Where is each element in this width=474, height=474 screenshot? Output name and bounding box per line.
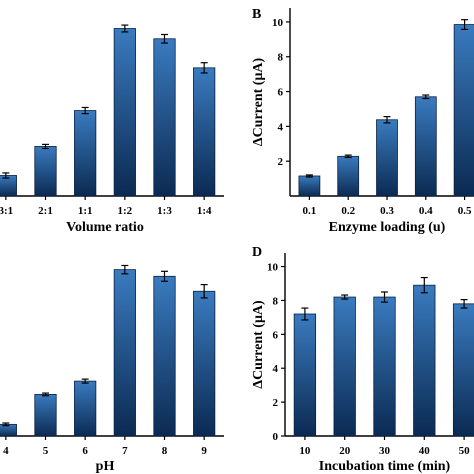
y-tick-label: 6: [278, 87, 284, 99]
x-tick-label: 0.1: [303, 205, 317, 217]
panel-label: B: [252, 7, 261, 22]
x-tick-label: 1:3: [157, 205, 172, 217]
bar: [113, 28, 136, 197]
x-tick-label: 1:4: [197, 205, 212, 217]
x-tick-label: 30: [379, 445, 391, 457]
bar: [333, 296, 356, 437]
y-tick-label: 8: [273, 295, 279, 307]
y-tick-label: 6: [273, 329, 279, 341]
bar: [414, 96, 437, 197]
bar: [153, 38, 176, 197]
x-tick-label: 0.2: [341, 205, 355, 217]
bar: [153, 275, 176, 437]
y-tick-label: 0: [273, 431, 279, 443]
bar: [34, 394, 57, 437]
panel-label: D: [252, 245, 262, 260]
y-tick-label: 8: [278, 52, 284, 64]
bar: [193, 290, 216, 437]
x-axis-label: Incubation time (min): [319, 459, 451, 474]
bar: [74, 380, 97, 437]
x-tick-label: 9: [201, 445, 207, 457]
x-tick-label: 8: [162, 445, 168, 457]
bar: [193, 67, 216, 197]
bar: [34, 146, 57, 197]
x-axis-label: Enzyme loading (u): [329, 220, 446, 235]
bar: [453, 24, 474, 197]
y-axis-label: ΔCurrent (μA): [251, 300, 266, 389]
x-tick-label: 50: [459, 445, 471, 457]
x-tick-label: 10: [299, 445, 311, 457]
panel-incubation-time: 0 2 4 6 8 10 10 20 30 40 50 Incubation time (min) ΔC…: [251, 245, 474, 474]
y-tick-label: 2: [278, 156, 284, 168]
x-tick-label: 1:1: [78, 205, 93, 217]
y-tick-label: 10: [267, 262, 279, 274]
x-tick-label: 0.4: [419, 205, 433, 217]
bar: [337, 155, 360, 197]
panel-volume-ratio: 3:1 2:1 1:1 1:2 1:3 1:4 Volume ratio: [0, 24, 224, 235]
y-tick-label: 4: [278, 121, 284, 133]
panel-ph: 4 5 6 7 8 9 pH: [0, 264, 224, 474]
x-axis-label: pH: [96, 459, 115, 474]
y-axis-label: ΔCurrent (μA): [251, 57, 266, 146]
y-tick-label: 4: [273, 363, 279, 375]
x-tick-label: 20: [339, 445, 351, 457]
bar: [293, 313, 317, 437]
x-tick-label: 5: [43, 445, 49, 457]
x-tick-label: 1:2: [117, 205, 132, 217]
x-tick-label: 3:1: [0, 205, 13, 217]
x-tick-label: 0.5: [458, 205, 472, 217]
bar: [74, 110, 97, 197]
bar: [413, 284, 436, 437]
panel-enzyme-loading: 2 4 6 8 10 0.1 0.2 0.3 0.4 0.5 Enzyme loading (u) Δ…: [251, 7, 474, 235]
x-tick-label: 6: [82, 445, 88, 457]
bar: [298, 175, 321, 197]
bar: [373, 296, 396, 437]
x-axis-label: Volume ratio: [66, 220, 144, 235]
bar: [113, 269, 136, 437]
bar: [452, 303, 474, 437]
x-tick-label: 0.3: [380, 205, 394, 217]
x-tick-label: 4: [3, 445, 9, 457]
y-tick-label: 2: [273, 397, 279, 409]
x-tick-label: 7: [122, 445, 128, 457]
bar: [376, 119, 398, 197]
x-tick-label: 2:1: [38, 205, 53, 217]
x-tick-label: 40: [419, 445, 431, 457]
y-tick-label: 10: [272, 17, 284, 29]
